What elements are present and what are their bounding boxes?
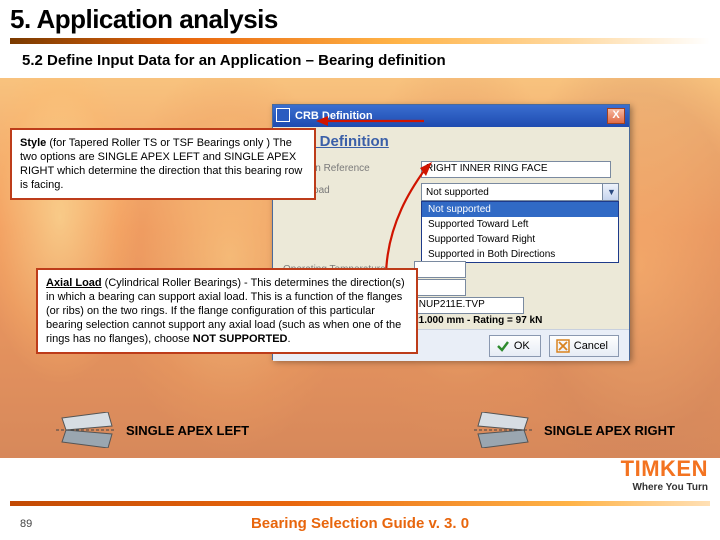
apex-left-group: SINGLE APEX LEFT — [56, 412, 249, 448]
callout-style: Style (for Tapered Roller TS or TSF Bear… — [10, 128, 316, 200]
callout-style-body: (for Tapered Roller TS or TSF Bearings o… — [20, 137, 302, 191]
roller-right-icon — [474, 412, 534, 448]
chevron-down-icon[interactable]: ▼ — [602, 184, 618, 200]
check-icon — [496, 339, 510, 353]
axial-load-options[interactable]: Not supported Supported Toward Left Supp… — [421, 201, 619, 263]
brand-logo: TIMKEN — [621, 456, 708, 482]
arrow-to-axial-dropdown — [382, 162, 432, 282]
cancel-button-label: Cancel — [574, 340, 608, 352]
axial-option[interactable]: Supported in Both Directions — [422, 247, 618, 262]
axial-option[interactable]: Supported Toward Left — [422, 217, 618, 232]
brand-block: TIMKEN Where You Turn — [621, 456, 708, 493]
title-rule — [10, 38, 710, 44]
field-part-number[interactable]: NUP211E.TVP — [414, 297, 524, 314]
cancel-button[interactable]: Cancel — [549, 335, 619, 357]
footer-title: Bearing Selection Guide v. 3. 0 — [251, 515, 469, 532]
axial-load-selected: Not supported — [422, 187, 493, 198]
field-location-reference[interactable]: RIGHT INNER RING FACE — [421, 161, 611, 178]
brand-tagline: Where You Turn — [621, 482, 708, 493]
callout-axial-load: Axial Load (Cylindrical Roller Bearings)… — [36, 268, 418, 354]
callout-style-lead: Style — [20, 137, 46, 149]
axial-option[interactable]: Supported Toward Right — [422, 232, 618, 247]
callout-axial-end: . — [288, 333, 291, 345]
close-icon[interactable]: X — [607, 108, 625, 124]
arrow-to-titlebar — [316, 112, 426, 130]
axial-load-dropdown[interactable]: Not supported ▼ Not supported Supported … — [421, 183, 619, 263]
roller-left-icon — [56, 412, 116, 448]
section-subtitle: 5.2 Define Input Data for an Application… — [22, 52, 446, 69]
callout-axial-bold: NOT SUPPORTED — [193, 333, 288, 345]
apex-left-label: SINGLE APEX LEFT — [126, 423, 249, 438]
apex-right-group: SINGLE APEX RIGHT — [474, 412, 675, 448]
callout-axial-lead: Axial Load — [46, 277, 102, 289]
page-number: 89 — [20, 518, 32, 530]
axial-option[interactable]: Not supported — [422, 202, 618, 217]
dialog-app-icon — [276, 108, 290, 122]
section-title: 5. Application analysis — [10, 4, 278, 35]
ok-button[interactable]: OK — [489, 335, 541, 357]
apex-right-label: SINGLE APEX RIGHT — [544, 423, 675, 438]
ok-button-label: OK — [514, 340, 530, 352]
cancel-icon — [556, 339, 570, 353]
